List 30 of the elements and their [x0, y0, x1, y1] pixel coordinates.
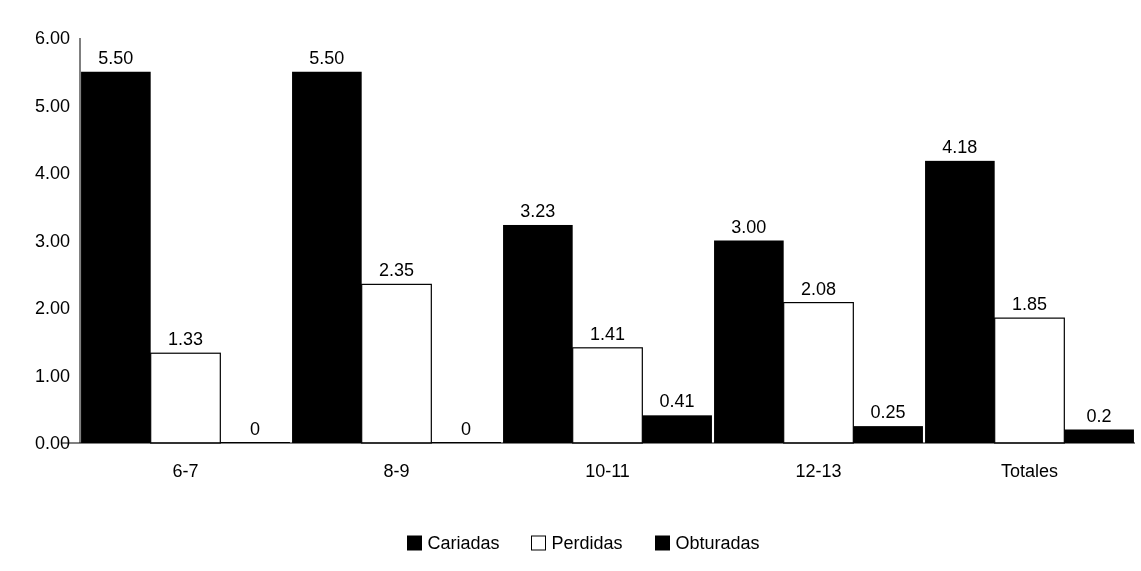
- y-tick-label: 6.00: [34, 28, 70, 49]
- x-tick-label: Totales: [1000, 461, 1059, 481]
- data-label: 1.33: [167, 329, 204, 350]
- legend-label: Obturadas: [675, 533, 760, 553]
- data-label: 0: [250, 419, 261, 439]
- x-tick-label: 6-7: [172, 461, 199, 481]
- data-label: 1.85: [1011, 294, 1048, 315]
- data-label: 0.2: [1086, 405, 1112, 426]
- y-tick-label: 4.00: [34, 163, 70, 184]
- data-label: 4.18: [942, 136, 978, 157]
- legend-label: Cariadas: [427, 533, 500, 553]
- x-tick-label: 8-9: [383, 461, 410, 481]
- y-tick-label: 3.00: [34, 230, 70, 251]
- data-label: 5.50: [98, 47, 134, 68]
- data-label: 3.23: [520, 200, 556, 221]
- data-label: 0: [461, 419, 472, 439]
- y-tick-label: 1.00: [34, 365, 70, 386]
- legend-label: Perdidas: [551, 533, 623, 553]
- x-tick-label: 12-13: [795, 461, 842, 481]
- y-tick-label: 5.00: [34, 95, 70, 116]
- data-label: 5.50: [309, 47, 345, 68]
- data-label: 0.41: [659, 391, 695, 412]
- y-tick-label: 2.00: [34, 298, 70, 319]
- data-label: 0.25: [870, 402, 906, 423]
- data-label: 2.35: [378, 260, 415, 281]
- x-tick-label: 10-11: [585, 461, 630, 481]
- y-tick-label: 0.00: [34, 433, 70, 454]
- data-label: 3.00: [731, 216, 767, 237]
- data-label: 2.08: [800, 278, 837, 299]
- data-label: 1.41: [589, 323, 626, 344]
